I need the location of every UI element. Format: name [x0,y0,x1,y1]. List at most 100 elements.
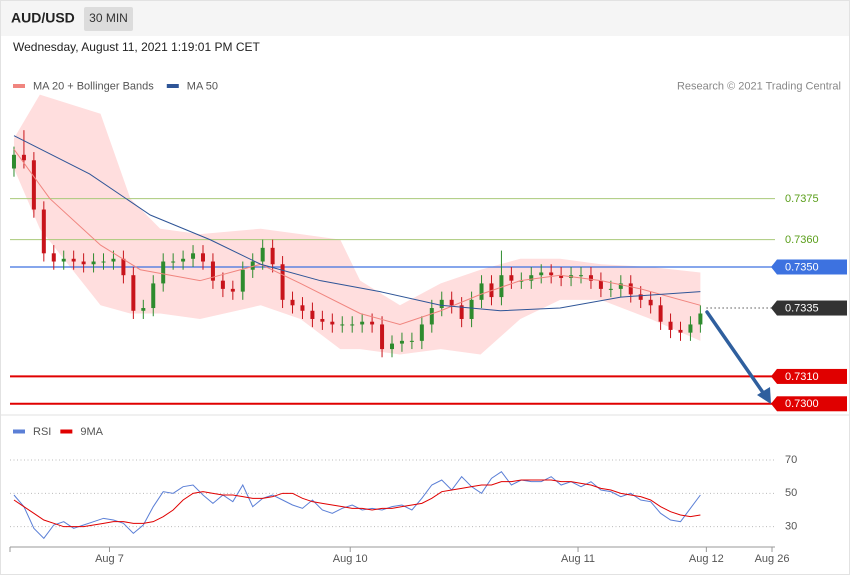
candle-body [698,313,703,325]
legend-label: MA 50 [187,80,218,92]
level-label-pointer [771,259,777,275]
candle-body [260,247,265,262]
level-label: 0.7310 [785,371,819,383]
candle-body [668,321,673,330]
candle-body [678,329,683,333]
y-tick-label: 70 [785,454,797,466]
candle-body [499,275,504,298]
level-label-pointer [771,396,777,412]
candle-body [111,258,116,262]
credit: Research © 2021 Trading Central [677,80,841,92]
interval[interactable]: 30 MIN [89,11,128,25]
candle-body [350,324,355,326]
candle-body [71,258,76,262]
candle-body [290,299,295,306]
candle-body [618,283,623,289]
forecast-arrow [705,310,766,396]
candle-body [81,261,86,265]
level-label-box [777,259,847,275]
interval-button[interactable] [84,7,133,31]
legend-swatch [166,84,179,88]
candle-body [479,283,484,300]
candle-body [360,321,365,325]
legend-swatch [13,429,25,434]
level-label: 0.7360 [785,234,819,246]
candle-body [101,261,106,263]
y-tick-label: 30 [785,521,797,533]
level-label: 0.7335 [785,302,819,314]
level-label: 0.7350 [785,261,819,273]
candle-body [61,258,66,262]
x-tick-label: Aug 26 [755,553,790,565]
candle-body [469,299,474,319]
candle-body [280,264,285,300]
candle-body [409,340,414,342]
x-tick-label: Aug 12 [689,553,724,565]
candle-body [161,261,166,284]
candle-body [151,283,156,309]
candle-body [449,299,454,306]
candle-body [559,275,564,278]
candle-body [191,253,196,259]
candle-body [579,275,584,277]
symbol: AUD/USD [11,10,75,26]
level-label: 0.7375 [785,193,819,205]
candle-body [220,280,225,289]
candle-body [419,324,424,341]
candle-body [121,258,126,276]
x-tick-label: Aug 11 [561,553,595,565]
candle-body [529,275,534,281]
level-label-box [777,300,847,316]
candle-body [399,340,404,344]
candle-body [11,154,16,169]
candle-body [141,308,146,311]
candle-body [21,154,26,161]
candle-body [51,253,56,262]
bollinger-band [13,94,701,355]
candle-body [380,324,385,350]
candle-body [509,275,514,281]
indicator-line [13,479,701,528]
candle-body [270,247,275,265]
y-tick-label: 50 [785,487,797,499]
candle-body [688,324,693,333]
candle-body [330,321,335,325]
level-label-pointer [771,368,777,384]
candle-body [240,269,245,292]
candle-body [648,299,653,306]
candle-body [370,321,375,325]
legend-label: 9MA [80,426,103,438]
candle-body [539,272,544,276]
candle-body [439,299,444,309]
candle-body [598,280,603,289]
candle-body [340,324,345,326]
candle-body [320,318,325,322]
candle-body [628,283,633,295]
candle-body [310,310,315,319]
x-tick-label: Aug 10 [333,553,368,565]
candle-body [459,305,464,319]
candle-body [588,275,593,281]
timestamp: Wednesday, August 11, 2021 1:19:01 PM CE… [13,40,260,54]
level-label-box [777,396,847,412]
candle-body [131,275,136,311]
candle-body [549,272,554,276]
moving-average [13,149,701,325]
legend-label: MA 20 + Bollinger Bands [33,80,154,92]
candle-body [210,261,215,281]
legend-label: RSI [33,426,51,438]
candle-body [250,261,255,270]
level-label-pointer [771,300,777,316]
level-label: 0.7300 [785,398,819,410]
candle-body [658,305,663,322]
header-bar [1,1,849,36]
candle-body [181,258,186,262]
legend-swatch [60,429,73,434]
moving-average [13,135,701,312]
candle-body [91,261,96,265]
candle-body [300,305,305,311]
candle-body [390,343,395,350]
candle-body [519,280,524,282]
candle-body [608,288,613,290]
